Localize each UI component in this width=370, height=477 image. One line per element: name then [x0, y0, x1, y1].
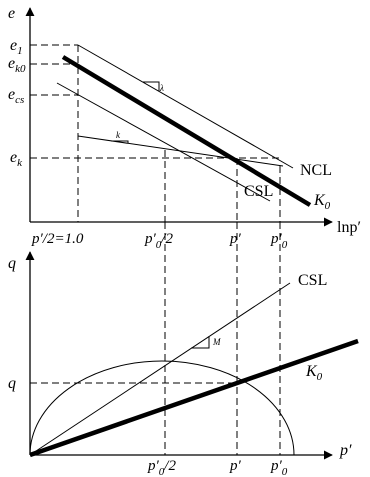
top-plot: e lnp′ λ k e1 ek0 ecs ek p′/2=1.0 p′0/2	[8, 5, 361, 251]
y-tick-ek: ek	[10, 149, 23, 169]
y-tick-ecs: ecs	[8, 86, 24, 106]
x-tick-p0: p′0	[270, 231, 288, 251]
bx-tick-p0-half: p′0/2	[147, 458, 176, 477]
x-tick-p: p′	[229, 231, 242, 247]
y-tick-ek0: ek0	[8, 55, 26, 75]
x-tick-p0-half: p′0/2	[144, 231, 173, 251]
bx-tick-p0: p′0	[270, 458, 288, 477]
unloading-line	[77, 135, 284, 167]
y-tick-e1: e1	[10, 37, 23, 57]
m-label: M	[212, 337, 221, 347]
yield-ellipse	[29, 360, 295, 456]
kappa-slope-triangle	[111, 140, 129, 143]
csl-label-bottom: CSL	[298, 272, 327, 289]
top-y-axis-label: e	[8, 5, 15, 22]
kappa-label: k	[116, 130, 121, 140]
y-tick-q: q	[8, 375, 16, 392]
csl-line-top	[56, 82, 271, 202]
lambda-label: λ	[159, 83, 164, 93]
lambda-slope-triangle	[143, 81, 160, 91]
ncl-line	[77, 44, 294, 169]
k0-line-top	[61, 55, 312, 207]
x-tick-p-half: p′/2=1.0	[31, 231, 84, 247]
bottom-y-axis-label: q	[8, 255, 16, 272]
bottom-plot: q p′ M q p′0/2 p′ p′0 CSL K0	[8, 222, 359, 477]
bottom-x-axis-label: p′	[339, 442, 352, 459]
k0-label-top: K0	[313, 192, 331, 212]
k0-label-bottom: K0	[305, 363, 323, 383]
csl-line-bottom	[29, 282, 291, 456]
top-x-axis-label: lnp′	[337, 219, 361, 236]
bx-tick-p: p′	[229, 458, 242, 474]
csl-label-top: CSL	[244, 183, 273, 200]
ncl-label: NCL	[300, 162, 332, 179]
k0-line-bottom	[29, 338, 359, 458]
m-slope-triangle	[191, 336, 210, 349]
